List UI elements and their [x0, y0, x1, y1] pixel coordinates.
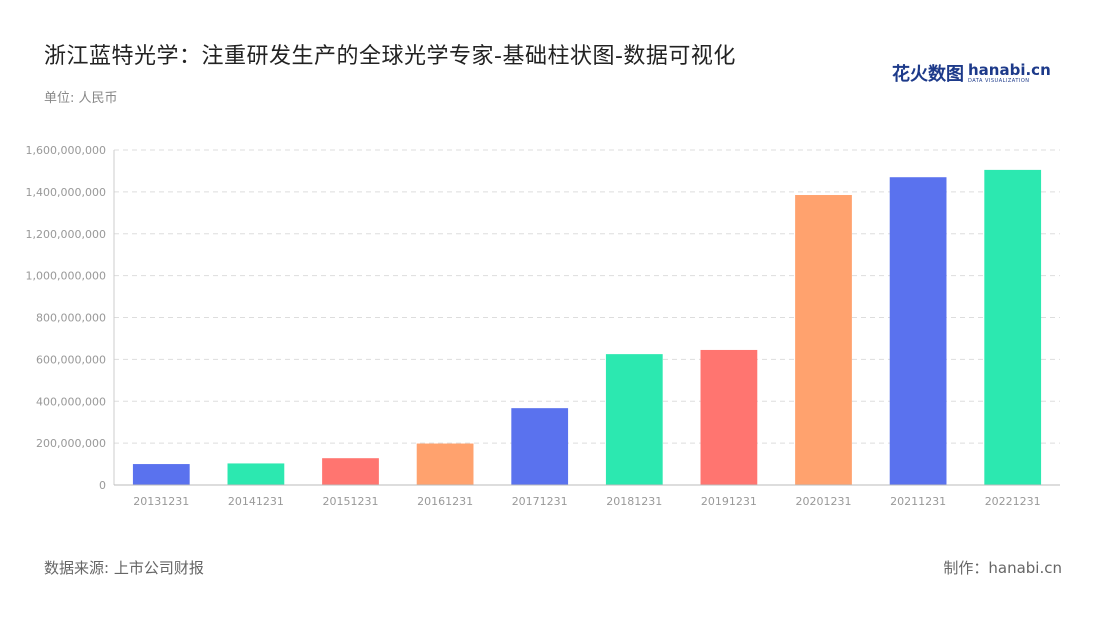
y-tick-label: 400,000,000 — [36, 395, 106, 408]
x-tick-label: 20191231 — [701, 495, 757, 508]
chart-title: 浙江蓝特光学：注重研发生产的全球光学专家-基础柱状图-数据可视化 — [44, 44, 736, 69]
x-tick-label: 20211231 — [890, 495, 946, 508]
data-source: 数据来源: 上市公司财报 — [44, 559, 204, 577]
logo-sub-text: DATA VISUALIZATION — [968, 77, 1030, 84]
bars — [132, 169, 1042, 485]
logo-cn-text: 花火数图 — [892, 64, 964, 85]
bar — [984, 169, 1042, 485]
y-tick-label: 200,000,000 — [36, 437, 106, 450]
y-tick-label: 800,000,000 — [36, 312, 106, 325]
unit-label: 单位: 人民币 — [44, 91, 118, 106]
x-tick-label: 20141231 — [228, 495, 284, 508]
maker-credit: 制作：hanabi.cn — [943, 559, 1062, 577]
grid-lines — [114, 149, 1060, 444]
bar — [227, 463, 285, 485]
x-tick-label: 20151231 — [323, 495, 379, 508]
brand-logo: 花火数图 hanabi.cn DATA VISUALIZATION — [892, 60, 1051, 86]
bar — [605, 354, 663, 485]
bar — [889, 177, 947, 485]
logo-en-block: hanabi.cn DATA VISUALIZATION — [968, 60, 1051, 84]
x-tick-label: 20181231 — [606, 495, 662, 508]
y-tick-label: 1,600,000,000 — [26, 144, 106, 157]
x-tick-label: 20171231 — [512, 495, 568, 508]
y-tick-label: 0 — [99, 479, 106, 492]
bar — [322, 458, 379, 485]
y-tick-label: 1,000,000,000 — [26, 270, 106, 283]
x-tick-label: 20201231 — [796, 495, 852, 508]
x-tick-label: 20131231 — [133, 495, 189, 508]
y-tick-label: 1,200,000,000 — [26, 228, 106, 241]
bar — [132, 464, 190, 485]
logo-en-text: hanabi.cn — [968, 60, 1051, 79]
x-tick-label: 20161231 — [417, 495, 473, 508]
x-tick-label: 20221231 — [985, 495, 1041, 508]
bar — [700, 349, 758, 485]
y-tick-label: 1,400,000,000 — [26, 186, 106, 199]
bar — [795, 195, 852, 485]
y-tick-label: 600,000,000 — [36, 353, 106, 366]
bar — [511, 408, 569, 485]
y-axis: 0 200,000,000 400,000,000 600,000,000 800,00… — [26, 144, 115, 492]
bar — [416, 443, 474, 485]
x-axis: 20131231 20141231 20151231 20161231 20171231… — [114, 484, 1060, 508]
